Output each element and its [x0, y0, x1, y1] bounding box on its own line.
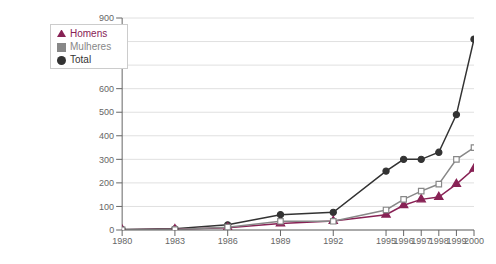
svg-text:200: 200: [99, 178, 114, 188]
svg-text:600: 600: [99, 84, 114, 94]
svg-text:1992: 1992: [323, 236, 343, 246]
svg-text:400: 400: [99, 131, 114, 141]
svg-text:2000: 2000: [464, 236, 484, 246]
svg-text:300: 300: [99, 155, 114, 165]
svg-text:700: 700: [99, 60, 114, 70]
svg-text:100: 100: [99, 202, 114, 212]
svg-text:1980: 1980: [112, 236, 132, 246]
svg-text:1986: 1986: [218, 236, 238, 246]
svg-text:1989: 1989: [270, 236, 290, 246]
svg-text:500: 500: [99, 107, 114, 117]
svg-text:1983: 1983: [165, 236, 185, 246]
svg-text:900: 900: [99, 13, 114, 23]
svg-text:0: 0: [109, 225, 114, 235]
svg-text:800: 800: [99, 37, 114, 47]
